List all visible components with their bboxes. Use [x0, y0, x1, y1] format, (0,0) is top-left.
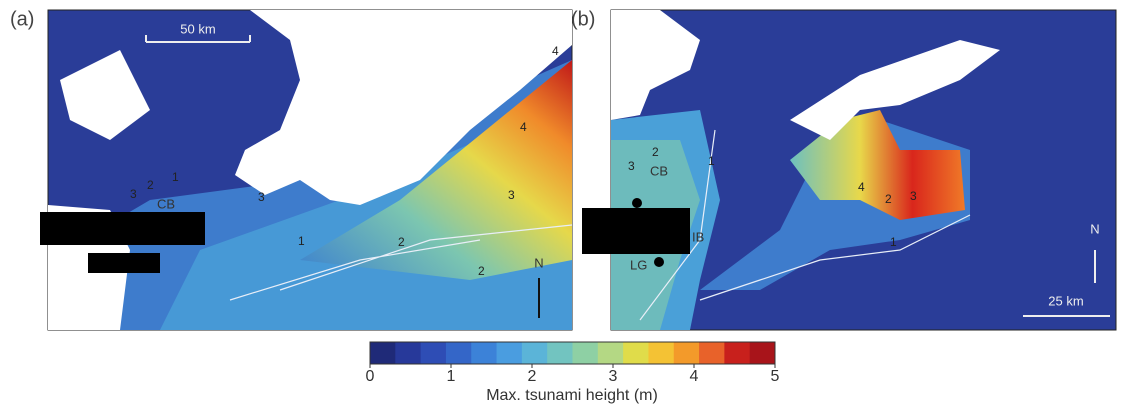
contour-label: 4	[552, 44, 559, 58]
colorbar-swatch	[573, 342, 599, 364]
colorbar-swatch	[674, 342, 700, 364]
colorbar-swatch	[522, 342, 548, 364]
contour-label: 4	[858, 180, 865, 194]
contour-label: 3	[628, 159, 635, 173]
contour-label: 1	[708, 154, 715, 168]
colorbar-swatch	[471, 342, 497, 364]
colorbar-swatch	[699, 342, 725, 364]
figure: (a) 50 km N CB 1 2 3 3 3 2 2 1 4 4 (b) 2…	[0, 0, 1121, 408]
contour-label: 3	[508, 188, 515, 202]
contour-label: 2	[147, 178, 154, 192]
contour-label: 4	[520, 120, 527, 134]
scale-label: 25 km	[1048, 293, 1083, 308]
contour-label: 1	[298, 234, 305, 248]
panel-tag: (b)	[571, 8, 595, 30]
colorbar-swatch	[623, 342, 649, 364]
colorbar-swatch	[547, 342, 573, 364]
colorbar-label: Max. tsunami height (m)	[486, 387, 658, 404]
colorbar-swatch	[421, 342, 447, 364]
contour-label: 3	[910, 189, 917, 203]
contour-label: 2	[652, 145, 659, 159]
contour-label: 3	[130, 187, 137, 201]
scale-label: 50 km	[180, 21, 215, 36]
panel-tag: (a)	[10, 8, 34, 30]
colorbar-tick-label: 3	[609, 368, 618, 385]
colorbar-swatch	[750, 342, 776, 364]
colorbar-swatch	[446, 342, 472, 364]
colorbar-swatch	[395, 342, 421, 364]
colorbar-swatch	[598, 342, 624, 364]
place-label: LG	[630, 257, 647, 272]
place-label: CB	[157, 196, 175, 211]
contour-label: 3	[258, 190, 265, 204]
colorbar-swatch	[370, 342, 396, 364]
contour-label: 1	[172, 170, 179, 184]
place-label: CB	[650, 163, 668, 178]
colorbar-tick-label: 2	[528, 368, 537, 385]
contour-label: 2	[398, 235, 405, 249]
colorbar-tick-label: 1	[447, 368, 456, 385]
colorbar-tick-label: 4	[690, 368, 699, 385]
contour-label: 2	[885, 192, 892, 206]
place-label: IB	[692, 229, 704, 244]
colorbar-swatch	[724, 342, 750, 364]
contour-label: 2	[478, 264, 485, 278]
north-label: N	[534, 255, 543, 270]
colorbar-tick-label: 5	[771, 368, 780, 385]
colorbar-swatch	[497, 342, 523, 364]
colorbar-tick-label: 0	[366, 368, 375, 385]
colorbar-swatch	[648, 342, 674, 364]
colorbar: 0 1 2 3 4 5	[366, 342, 780, 385]
contour-label: 1	[890, 235, 897, 249]
map-a	[40, 10, 572, 330]
north-label: N	[1090, 221, 1099, 236]
